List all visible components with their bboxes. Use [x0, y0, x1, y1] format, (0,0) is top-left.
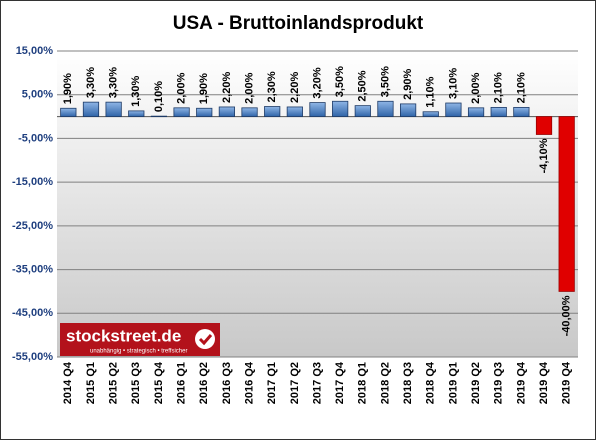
x-tick-label: 2018 Q4 — [425, 361, 437, 404]
bar — [286, 106, 303, 117]
bar — [558, 116, 575, 292]
x-tick-label: 2018 Q1 — [357, 362, 369, 404]
y-tick-label: -45,00% — [12, 307, 53, 319]
bar — [196, 107, 213, 117]
x-tick-label: 2017 Q1 — [266, 362, 278, 404]
bar — [105, 101, 122, 117]
value-label: 3,50% — [379, 66, 391, 97]
x-tick-label: 2018 Q2 — [379, 362, 391, 404]
bar — [309, 102, 326, 117]
x-tick-label: 2017 Q3 — [311, 362, 323, 404]
y-tick-label: -15,00% — [12, 176, 53, 188]
x-tick-label: 2016 Q2 — [198, 362, 210, 404]
bar — [467, 107, 485, 117]
value-label: 2,90% — [402, 68, 414, 99]
value-label: 1,90% — [62, 73, 74, 104]
plot-area — [57, 51, 578, 357]
bar — [445, 102, 462, 117]
y-tick-label: -5,00% — [18, 132, 53, 144]
value-label: 2,00% — [175, 72, 187, 103]
value-label: 2,10% — [515, 72, 527, 103]
logo-icon — [195, 329, 215, 349]
y-tick-label: 5,00% — [22, 89, 53, 101]
value-label: 2,10% — [493, 72, 505, 103]
bar — [377, 100, 394, 117]
x-tick-label: 2016 Q3 — [221, 362, 233, 404]
x-tick-label: 2019 Q3 — [493, 362, 505, 404]
value-label: 2,20% — [221, 72, 233, 103]
value-label: 3,30% — [108, 67, 120, 98]
bar — [241, 107, 258, 117]
x-tick-label: 2019 Q2 — [470, 362, 482, 404]
value-label: 1,10% — [425, 76, 437, 107]
x-tick-label: 2015 Q1 — [85, 362, 97, 404]
logo-check — [198, 334, 213, 346]
x-tick-label: 2015 Q2 — [108, 362, 120, 404]
value-label: 2,30% — [266, 71, 278, 102]
bar — [128, 110, 145, 117]
x-tick-label: 2019 Q4 — [538, 361, 550, 404]
y-tick-label: -55,00% — [12, 351, 53, 363]
x-tick-label: 2016 Q1 — [175, 362, 187, 404]
value-label: -4,10% — [538, 138, 550, 173]
x-tick-label: 2017 Q4 — [334, 361, 346, 404]
bar — [218, 106, 235, 117]
bar — [60, 107, 77, 117]
bar — [264, 106, 281, 117]
bar — [535, 116, 553, 135]
value-label: 0,10% — [153, 81, 165, 112]
value-label: 3,20% — [311, 67, 323, 98]
chart-title: USA - Bruttoinlandsprodukt — [173, 13, 424, 34]
value-label: 1,90% — [198, 73, 210, 104]
bar — [332, 100, 349, 117]
value-label: 2,20% — [289, 72, 301, 103]
logo-text: stockstreet.de — [66, 326, 181, 345]
bar — [354, 105, 371, 117]
bar — [173, 107, 190, 117]
x-tick-label: 2015 Q4 — [153, 361, 165, 404]
value-label: 2,00% — [243, 72, 255, 103]
bar — [490, 106, 507, 117]
value-label: 3,50% — [334, 66, 346, 97]
value-label: -40,00% — [561, 295, 573, 336]
value-label: 3,30% — [85, 67, 97, 98]
bar — [82, 101, 100, 117]
bar — [422, 111, 439, 117]
x-tick-label: 2016 Q4 — [243, 361, 255, 404]
bar — [150, 115, 168, 118]
logo: stockstreet.de unabhängig • strategisch … — [60, 323, 220, 356]
y-tick-label: 15,00% — [16, 45, 54, 57]
x-tick-label: 2018 Q3 — [402, 362, 414, 404]
y-tick-label: -35,00% — [12, 263, 53, 275]
value-label: 3,10% — [447, 68, 459, 99]
x-tick-label: 2014 Q4 — [62, 361, 74, 404]
logo-box — [60, 323, 220, 356]
value-label: 2,00% — [470, 72, 482, 103]
x-tick-label: 2017 Q2 — [289, 362, 301, 404]
x-tick-label: 2019 Q1 — [447, 362, 459, 404]
y-tick-label: -25,00% — [12, 220, 53, 232]
value-label: 2,50% — [357, 70, 369, 101]
x-tick-label: 2019 Q4 — [561, 361, 573, 404]
bar — [400, 103, 417, 117]
value-label: 1,30% — [130, 75, 142, 106]
logo-tagline: unabhängig • strategisch • treffsicher — [90, 349, 187, 355]
bar — [513, 106, 530, 117]
x-tick-label: 2019 Q4 — [515, 361, 527, 404]
x-tick-label: 2015 Q3 — [130, 362, 142, 404]
